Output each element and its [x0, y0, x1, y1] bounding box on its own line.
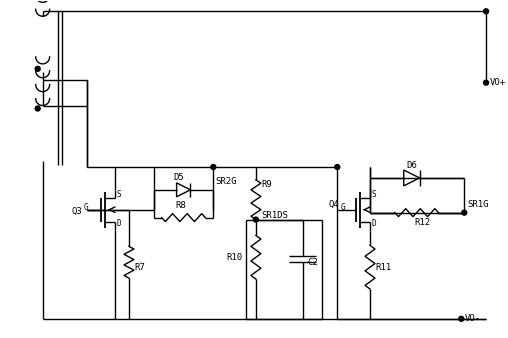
Circle shape: [35, 66, 40, 71]
Text: D5: D5: [174, 173, 184, 183]
Text: D: D: [116, 219, 121, 228]
Text: R9: R9: [261, 180, 272, 189]
Circle shape: [459, 316, 464, 321]
Text: D: D: [372, 219, 376, 228]
Text: S: S: [372, 190, 376, 199]
Text: R7: R7: [134, 263, 145, 272]
Circle shape: [484, 80, 489, 85]
Text: VO-: VO-: [465, 314, 482, 323]
Text: SR1G: SR1G: [467, 200, 489, 209]
Text: G: G: [83, 203, 88, 212]
Text: Q4: Q4: [328, 200, 339, 209]
Text: Q3: Q3: [72, 207, 82, 216]
Text: S: S: [116, 190, 121, 199]
Text: VO+: VO+: [490, 78, 506, 87]
Circle shape: [211, 165, 216, 169]
Text: D6: D6: [407, 161, 418, 170]
Circle shape: [484, 9, 489, 14]
Circle shape: [462, 210, 467, 215]
Text: SR1DS: SR1DS: [261, 211, 288, 220]
Text: SR2G: SR2G: [215, 177, 237, 186]
Text: C2: C2: [307, 258, 319, 267]
Circle shape: [35, 106, 40, 111]
Circle shape: [335, 165, 340, 169]
Circle shape: [253, 217, 259, 222]
Text: R8: R8: [176, 201, 186, 210]
Text: R10: R10: [226, 253, 242, 262]
Text: R12: R12: [415, 218, 431, 227]
Text: R11: R11: [375, 263, 391, 272]
Text: G: G: [340, 203, 345, 212]
